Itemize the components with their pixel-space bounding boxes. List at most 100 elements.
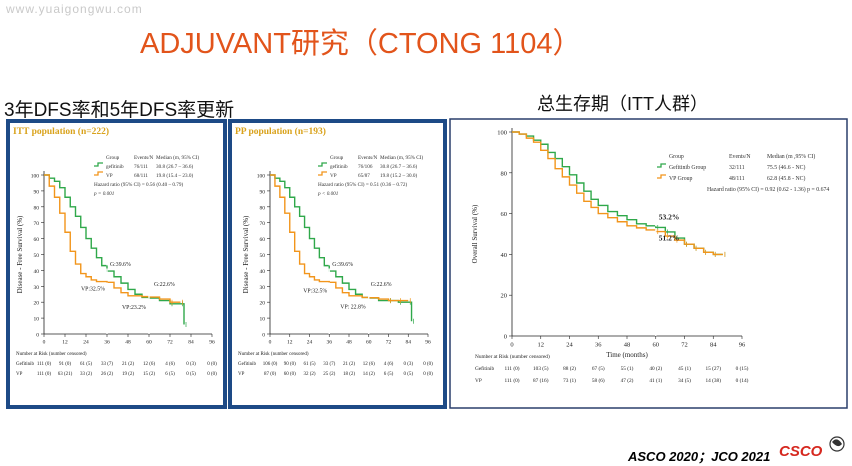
risk-cell: 34 (5)	[678, 377, 691, 384]
x-tick-label: 0	[43, 340, 46, 346]
os-chart-svg: 0 20 40 60 80 100 0 12 24 36 48 60 72 84 96 Overall Sur…	[449, 118, 848, 409]
legend-swatch	[657, 174, 666, 179]
y-tick-label: 10	[260, 317, 266, 323]
series-line-gefitinib	[512, 131, 723, 256]
legend-cell: 48/111	[729, 176, 745, 182]
y-axis-label: Disease - Free Survival (%)	[242, 215, 250, 293]
legend-header: Group	[106, 155, 120, 161]
y-tick-label: 0	[504, 334, 507, 341]
legend-cell: VP	[106, 173, 113, 179]
risk-cell: 32 (2)	[303, 372, 315, 377]
risk-cell: 0 (0)	[423, 372, 433, 377]
legend-cell: gefitinib	[106, 163, 124, 170]
risk-cell: 0 (3)	[186, 362, 196, 367]
risk-cell: 14 (2)	[363, 372, 375, 377]
y-tick-label: 80	[34, 205, 40, 211]
legend-header: Median (m, 95% CI)	[380, 154, 423, 161]
annotation-vp: VP:32.5%	[81, 286, 105, 292]
x-tick-label: 84	[406, 340, 412, 346]
x-tick-label: 72	[681, 342, 688, 349]
risk-cell: 0 (0)	[423, 362, 433, 367]
legend-swatch	[657, 163, 666, 168]
legend-header: Events/N	[134, 155, 154, 161]
risk-row-group: Gefitinib	[238, 362, 257, 367]
risk-cell: 33 (2)	[80, 372, 92, 377]
y-tick-label: 60	[501, 211, 508, 218]
legend-swatch	[94, 171, 103, 176]
plot-area-bg	[232, 123, 443, 405]
legend-cell: 65/87	[358, 173, 370, 179]
risk-cell: 33 (7)	[323, 362, 335, 367]
legend-cell: 68/111	[134, 173, 148, 179]
y-tick-label: 90	[34, 189, 40, 195]
x-tick-label: 60	[366, 340, 372, 346]
x-axis-label: Time (months)	[606, 351, 648, 359]
annotation-gefitinib: G:39.6%	[110, 262, 131, 268]
legend-note: Hazard ratio (95% CI) = 0.51 (0.36 – 0.7…	[318, 181, 407, 188]
annotation-vp: VP:32.5%	[303, 288, 327, 294]
legend-cell: 75.5 (46.6 - NC)	[767, 164, 806, 171]
y-tick-label: 50	[34, 253, 40, 259]
x-tick-label: 24	[566, 342, 573, 349]
x-tick-label: 96	[739, 342, 746, 349]
legend-cell: Gefitinib Group	[669, 164, 706, 171]
legend-swatch	[318, 162, 327, 167]
y-tick-label: 0	[36, 333, 39, 339]
risk-row-group: Gefitinib	[475, 365, 494, 372]
panel-border	[449, 118, 848, 409]
risk-cell: 0 (5)	[403, 372, 413, 377]
itt-dfs-chart-svg: ITT population (n=222) 0 10 20 30 40 50 60 70 80 9…	[6, 119, 227, 409]
annotation-vp: VP: 22.8%	[340, 305, 366, 311]
risk-cell: 90 (0)	[284, 362, 296, 367]
pp-dfs-chart-svg: PP population (n=193) 0 10 20 30 40 50 60 70 80 90…	[228, 119, 447, 409]
y-tick-label: 100	[31, 174, 40, 180]
risk-cell: 111 (0)	[504, 365, 519, 372]
risk-cell: 0 (14)	[736, 377, 749, 384]
risk-row-group: VP	[475, 378, 482, 384]
y-tick-label: 20	[501, 293, 508, 300]
risk-cell: 18 (2)	[343, 372, 355, 377]
legend-note: p = 0.001	[93, 191, 115, 197]
risk-cell: 87 (16)	[533, 377, 549, 384]
legend-cell: gefitinib	[330, 163, 348, 170]
os-heading: 总生存期（ITT人群）	[537, 94, 708, 114]
plot-area-bg	[10, 123, 223, 405]
legend-cell: 19.8 (15.4 – 23.0)	[156, 172, 193, 179]
legend-cell: 32/111	[729, 165, 745, 171]
risk-cell: 60 (0)	[284, 372, 296, 377]
risk-row-group: VP	[238, 372, 245, 377]
legend-cell: 30.8 (26.7 – 36.6)	[380, 163, 417, 170]
x-tick-label: 84	[188, 340, 194, 346]
annotation-vp: 51.2%	[659, 234, 680, 243]
risk-cell: 12 (6)	[143, 362, 155, 367]
risk-cell: 88 (2)	[563, 365, 576, 372]
risk-row-group: VP	[16, 372, 23, 377]
logo-emblem	[829, 436, 845, 452]
footer-citation: ASCO 2020；JCO 2021	[628, 449, 771, 464]
risk-cell: 0 (15)	[736, 365, 749, 372]
risk-cell: 63 (21)	[58, 372, 73, 377]
x-tick-label: 48	[624, 342, 631, 349]
x-tick-label: 48	[346, 340, 352, 346]
legend-header: Events/N	[729, 154, 751, 160]
y-axis-label: Disease - Free Survival (%)	[16, 215, 24, 293]
y-axis-label: Overall Survival (%)	[471, 204, 479, 263]
risk-cell: 61 (5)	[303, 362, 315, 367]
risk-table-label: Number at Risk (number censored)	[238, 352, 309, 357]
legend-header: Group	[330, 155, 344, 161]
y-tick-label: 0	[262, 333, 265, 339]
risk-cell: 0 (0)	[207, 362, 217, 367]
risk-cell: 111 (0)	[37, 372, 52, 377]
y-tick-label: 30	[34, 285, 40, 291]
y-tick-label: 70	[260, 221, 266, 227]
legend-note: p < 0.001	[317, 191, 339, 197]
risk-cell: 6 (5)	[165, 372, 175, 377]
legend-note: Hazard ratio (95% CI) = 0.92 (0.62 - 1.3…	[707, 186, 829, 193]
logo-emblem-shape	[832, 439, 842, 447]
risk-table-label: Number at Risk (number censored)	[475, 353, 550, 360]
risk-cell: 45 (1)	[678, 365, 691, 372]
x-tick-label: 72	[386, 340, 392, 346]
y-tick-label: 20	[34, 301, 40, 307]
y-tick-label: 80	[501, 170, 508, 177]
risk-cell: 103 (5)	[533, 365, 549, 372]
